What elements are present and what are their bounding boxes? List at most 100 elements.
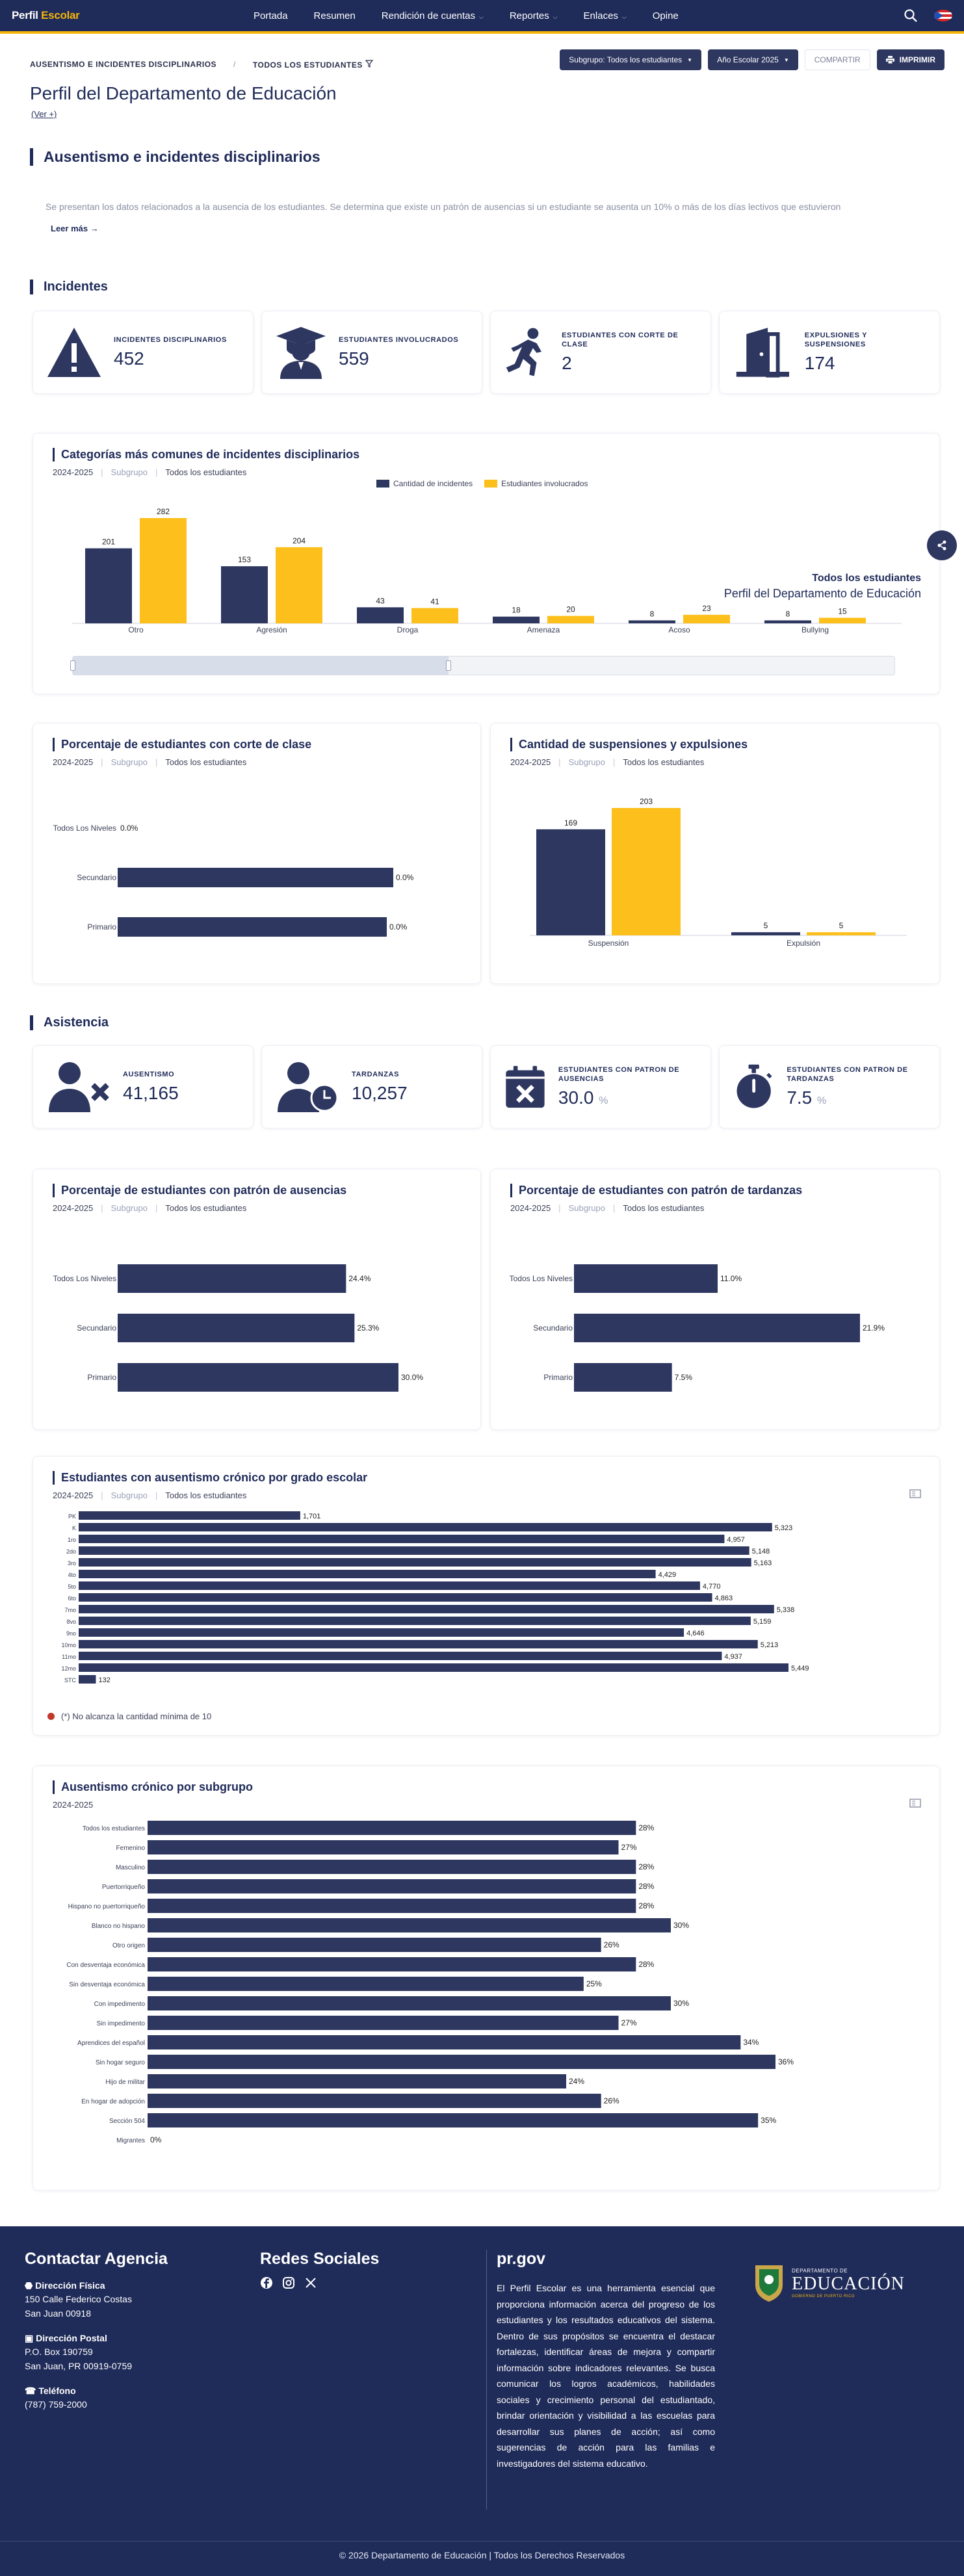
puerto-rico-flag-icon[interactable] [934,10,952,21]
tick-label: Primario [87,922,116,931]
bar [493,616,540,623]
footer-about-text: El Perfil Escolar es una herramienta ese… [497,2283,715,2469]
bar [140,518,187,623]
data-label: 0.0% [120,824,138,833]
data-label: 169 [564,818,577,827]
instagram-icon[interactable] [282,2276,295,2289]
data-label: 0.0% [396,873,414,882]
legend-item[interactable]: Estudiantes involucrados [484,479,588,488]
tick-label: Suspensión [588,939,629,948]
stat-card-expulsiones: EXPULSIONES Y SUSPENSIONES 174 [719,311,940,394]
chart-title: Porcentaje de estudiantes con patrón de … [510,1184,802,1197]
data-label: 4,646 [686,1630,705,1637]
bar [629,620,675,623]
main-menu: Portada Resumen Rendición de cuentas ⌵ Re… [254,0,679,31]
stat-label: EXPULSIONES Y SUSPENSIONES [804,331,867,348]
search-icon[interactable] [904,9,917,22]
tick-label: 7mo [64,1607,76,1613]
chart-note: (*) No alcanza la cantidad mínima de 10 [47,1711,211,1721]
intro-text: Se presentan los datos relacionados a la… [46,202,841,212]
data-label: 36% [778,2057,794,2066]
menu-portada[interactable]: Portada [254,10,288,21]
data-label: 203 [640,797,653,806]
bar [79,1570,656,1578]
data-label: 35% [761,2116,776,2125]
x-twitter-icon[interactable] [304,2276,317,2289]
bar [148,2074,566,2088]
tick-label: Sin hogar seguro [96,2059,146,2066]
data-label: 4,863 [715,1594,733,1602]
data-label: 0.0% [389,922,408,931]
bar [79,1523,772,1531]
breadcrumb-group[interactable]: TODOS LOS ESTUDIANTES [253,60,373,70]
ver-more-link[interactable]: (Ver +) [31,109,57,119]
chart-meta: 2024-2025 [53,1800,94,1810]
bar [148,1879,636,1893]
data-label: 4,429 [658,1571,677,1579]
navigator-handle-left[interactable] [70,660,75,671]
footer-logo[interactable]: DEPARTAMENTO DE EDUCACIÓN GOBIERNO DE PU… [753,2263,905,2303]
chart-title: Porcentaje de estudiantes con corte de c… [53,738,311,751]
data-label: 132 [98,1676,110,1684]
tick-label: 5to [68,1583,76,1590]
corte-chart: Todos Los Niveles 0.0% Secundario 0.0% Prima… [53,824,414,937]
chart-title: Porcentaje de estudiantes con patrón de … [53,1184,346,1197]
bar [79,1640,758,1648]
footer-tel-label: ☎ Teléfono [25,2385,76,2396]
navigator-selection[interactable] [73,657,449,675]
tick-label: Con impedimento [94,2001,146,2008]
patron-tardanzas-chart: Todos Los Niveles 11.0% Secundario 21.9% Pri… [510,1264,885,1392]
share-float-button[interactable] [927,530,957,560]
menu-reportes[interactable]: Reportes ⌵ [509,10,558,21]
year-select[interactable]: Año Escolar 2025 ▼ [708,49,798,70]
menu-enlaces[interactable]: Enlaces ⌵ [583,10,627,21]
chart-meta: 2024-2025 | Subgrupo | Todos los estudiantes [53,1203,247,1213]
footer-prgov-title[interactable]: pr.gov [497,2250,546,2268]
stat-value: 41,165 [123,1083,179,1104]
bar [574,1363,672,1392]
stat-value: 174 [804,353,835,374]
print-button[interactable]: IMPRIMIR [876,49,944,70]
brand-logo[interactable]: Perfil Escolar [12,9,80,21]
legend-item[interactable]: Cantidad de incidentes [376,479,473,488]
tick-label: Femenino [116,1845,146,1852]
bar [79,1535,725,1543]
bar [574,1264,718,1293]
export-icon[interactable] [909,1489,921,1498]
chart-meta: 2024-2025 | Subgrupo | Todos los estudiantes [53,467,247,477]
facebook-icon[interactable] [260,2276,273,2289]
menu-rendicion[interactable]: Rendición de cuentas ⌵ [381,10,484,21]
tick-label: Todos Los Niveles [53,824,116,833]
data-label: 41 [430,597,439,606]
top-navbar: Perfil Escolar Portada Resumen Rendición… [0,0,964,34]
share-button[interactable]: COMPARTIR [804,49,870,70]
bar [148,2094,601,2108]
navigator-handle-right[interactable] [446,660,451,671]
stat-card-incidentes: INCIDENTES DISCIPLINARIOS 452 [33,311,254,394]
stat-value: 559 [339,348,369,369]
leer-mas-link[interactable]: Leer más → [51,224,99,233]
breadcrumb-section[interactable]: AUSENTISMO E INCIDENTES DISCIPLINARIOS [30,60,217,69]
stat-label: TARDANZAS [352,1070,400,1078]
subgroup-select[interactable]: Subgrupo: Todos los estudiantes ▼ [560,49,702,70]
tick-label: Secundario [77,873,116,882]
footer-phone[interactable]: (787) 759-2000 [25,2399,87,2410]
chart-scroll-navigator[interactable] [70,656,895,675]
data-label: 26% [604,2096,619,2105]
export-icon[interactable] [909,1799,921,1808]
footer-dir-postal-label: ▣ Dirección Postal [25,2332,107,2343]
tick-label: En hogar de adopción [81,2098,145,2105]
menu-opine[interactable]: Opine [652,10,679,21]
menu-resumen[interactable]: Resumen [313,10,356,21]
printer-icon [885,56,894,64]
tick-label: Amenaza [527,625,560,634]
chevron-down-icon: ⌵ [479,13,484,20]
suspensiones-chart: 169 203 Suspensión 5 5 Expulsión [530,797,907,948]
bar [357,607,404,623]
stopwatch-icon [736,1064,772,1108]
footer-text: P.O. Box 190759 [25,2346,93,2357]
data-label: 28% [638,1960,654,1969]
data-label: 18 [512,606,521,615]
footer-text: San Juan 00918 [25,2308,91,2319]
data-label: 21.9% [863,1323,885,1333]
